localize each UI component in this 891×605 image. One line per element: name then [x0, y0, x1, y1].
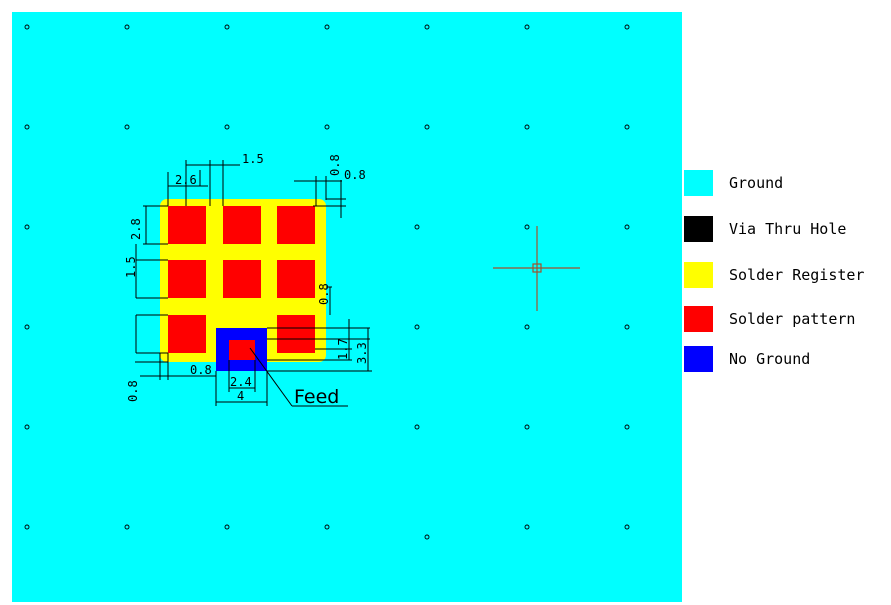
via-hole: [124, 124, 130, 130]
dim-left-pad-height: 2.8: [129, 218, 143, 240]
legend-label: Ground: [729, 174, 784, 192]
dim-right-gap: 0.8: [317, 283, 331, 305]
via-hole: [324, 24, 330, 30]
via-hole: [24, 524, 30, 530]
dim-top-right-gap: 0.8: [344, 168, 366, 182]
legend-label: No Ground: [729, 350, 811, 368]
dim-top-pad-width: 2.6: [175, 173, 197, 187]
solder-pad: [168, 260, 206, 298]
via-hole: [224, 524, 230, 530]
dim-feed-outer: 4: [237, 389, 244, 403]
solder-pad: [277, 260, 315, 298]
feed-pad: [229, 340, 255, 360]
ground-plane: [12, 12, 682, 602]
solder-pad: [223, 260, 261, 298]
via-hole: [624, 324, 630, 330]
via-hole: [224, 24, 230, 30]
via-hole: [524, 24, 530, 30]
via-hole: [424, 24, 430, 30]
via-hole: [324, 124, 330, 130]
legend-swatch: [684, 306, 713, 332]
via-hole: [224, 124, 230, 130]
via-hole: [624, 524, 630, 530]
solder-pad: [277, 315, 315, 353]
via-hole: [24, 424, 30, 430]
legend-label: Solder pattern: [729, 310, 856, 328]
legend-swatch: [684, 216, 713, 242]
via-hole: [124, 24, 130, 30]
via-hole: [24, 224, 30, 230]
solder-pads: [168, 206, 315, 353]
legend-item-solder-pattern: Solder pattern: [684, 306, 891, 332]
via-holes: [24, 24, 630, 540]
via-hole: [524, 224, 530, 230]
via-hole: [624, 24, 630, 30]
via-hole: [524, 124, 530, 130]
crosshair-cursor: [493, 226, 580, 311]
dim-right-h1: 1.7: [336, 338, 350, 360]
via-hole: [524, 524, 530, 530]
dim-right-h2: 3.3: [355, 342, 369, 364]
legend-swatch: [684, 262, 713, 288]
via-hole: [414, 324, 420, 330]
dim-top-pitch: 1.5: [242, 152, 264, 166]
via-hole: [624, 124, 630, 130]
legend-label: Via Thru Hole: [729, 220, 847, 238]
dim-top-right-gap2: 0.8: [328, 154, 342, 176]
via-hole: [624, 424, 630, 430]
legend-item-via: Via Thru Hole: [684, 216, 891, 242]
via-hole: [324, 524, 330, 530]
dim-left-pitch: 1.5: [124, 256, 138, 278]
legend-swatch: [684, 346, 713, 372]
legend-item-no-ground: No Ground: [684, 346, 891, 372]
legend-item-solder-register: Solder Register: [684, 262, 891, 288]
via-hole: [414, 424, 420, 430]
feed-label: Feed: [294, 386, 339, 408]
via-hole: [424, 534, 430, 540]
via-hole: [424, 124, 430, 130]
via-hole: [24, 24, 30, 30]
via-hole: [624, 224, 630, 230]
dimension-labels: 1.5 2.6 0.8 0.8 2.8 1.5 0.8 0.8 0.8 2.4 …: [124, 152, 369, 408]
legend-swatch: [684, 170, 713, 196]
via-hole: [414, 224, 420, 230]
via-hole: [24, 324, 30, 330]
via-hole: [524, 324, 530, 330]
dim-feed-inner: 2.4: [230, 375, 252, 389]
via-hole: [24, 124, 30, 130]
legend-item-ground: Ground: [684, 170, 891, 196]
solder-pad: [223, 206, 261, 244]
legend-label: Solder Register: [729, 266, 865, 284]
solder-pad: [277, 206, 315, 244]
solder-pad: [168, 206, 206, 244]
via-hole: [524, 424, 530, 430]
solder-pad: [168, 315, 206, 353]
dimension-lines: [135, 160, 372, 407]
dim-bottom-left: 0.8: [126, 380, 140, 402]
via-hole: [124, 524, 130, 530]
dim-bottom-gap: 0.8: [190, 363, 212, 377]
